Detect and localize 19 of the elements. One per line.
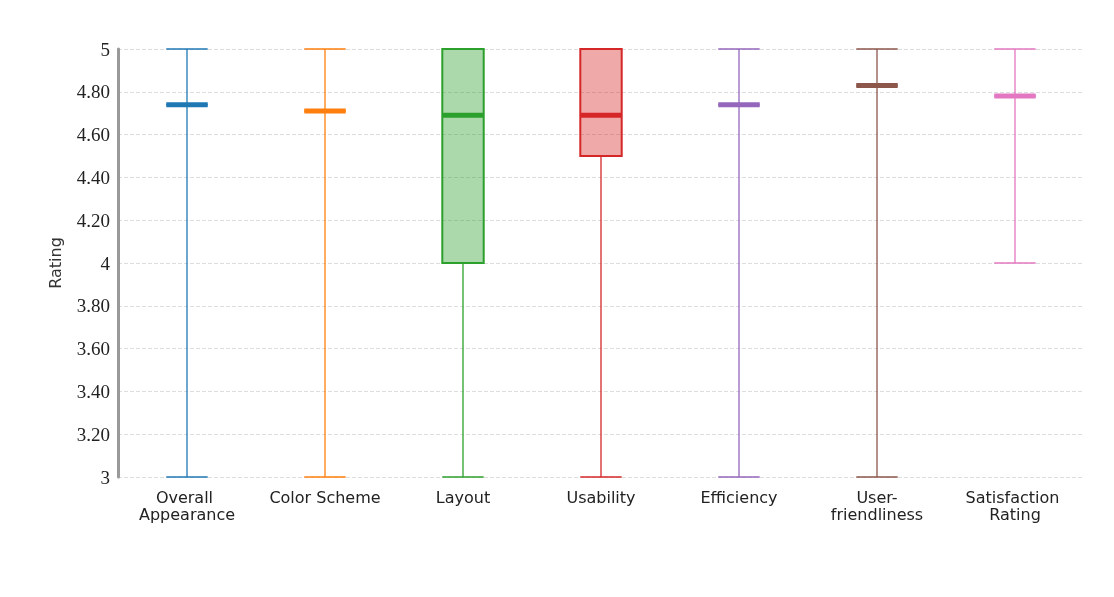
y-tick-label: 3.80 xyxy=(76,295,110,317)
x-tick-label: Usability xyxy=(566,488,636,507)
y-tick-label: 4 xyxy=(100,252,111,274)
y-tick-label: 3.60 xyxy=(76,338,110,360)
y-tick-label: 5 xyxy=(100,38,110,60)
y-tick-label: 4.40 xyxy=(76,166,110,188)
y-tick-label: 4.80 xyxy=(76,81,110,103)
x-tick-label: Color Scheme xyxy=(269,488,381,507)
x-tick-label: Satisfaction Rating xyxy=(965,488,1065,524)
x-tick-label: Efficiency xyxy=(700,488,778,507)
x-tick-label: Overall Appearance xyxy=(138,488,236,524)
y-axis-title: Rating xyxy=(45,237,65,289)
y-tick-label: 3.20 xyxy=(76,423,110,445)
x-tick-label: Layout xyxy=(435,488,491,507)
y-tick-label: 3 xyxy=(100,466,110,488)
y-tick-label: 3.40 xyxy=(76,380,110,402)
y-tick-label: 4.60 xyxy=(76,124,110,146)
y-tick-label: 4.20 xyxy=(76,209,110,231)
x-tick-label: User-friendliness xyxy=(830,488,924,524)
